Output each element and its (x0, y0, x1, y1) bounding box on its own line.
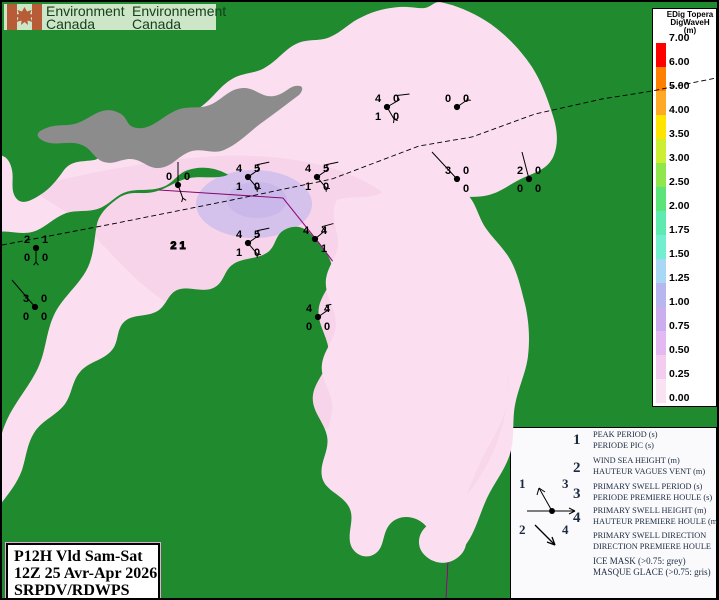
svg-text:0: 0 (535, 183, 541, 195)
svg-text:2 1: 2 1 (170, 240, 185, 252)
svg-text:1: 1 (236, 247, 242, 259)
svg-text:1: 1 (305, 181, 311, 193)
svg-text:0: 0 (184, 171, 190, 183)
svg-text:0: 0 (41, 311, 47, 323)
svg-text:0: 0 (463, 165, 469, 177)
svg-text:0: 0 (166, 171, 172, 183)
svg-text:0: 0 (517, 183, 523, 195)
svg-text:0: 0 (324, 321, 330, 333)
svg-text:0: 0 (41, 293, 47, 305)
svg-text:4: 4 (236, 229, 243, 241)
svg-text:0: 0 (463, 93, 469, 105)
svg-text:0: 0 (445, 93, 451, 105)
svg-text:0: 0 (42, 252, 48, 264)
svg-text:1: 1 (375, 111, 381, 123)
svg-text:1: 1 (236, 181, 242, 193)
svg-text:2: 2 (517, 165, 523, 177)
svg-text:4: 4 (236, 163, 243, 175)
svg-text:0: 0 (23, 311, 29, 323)
svg-text:1: 1 (321, 243, 327, 255)
svg-text:4: 4 (306, 303, 313, 315)
svg-text:2: 2 (24, 234, 30, 246)
svg-text:0: 0 (24, 252, 30, 264)
svg-text:4: 4 (303, 225, 310, 237)
svg-text:0: 0 (306, 321, 312, 333)
svg-text:1: 1 (42, 234, 48, 246)
svg-text:0: 0 (463, 183, 469, 195)
svg-text:0: 0 (535, 165, 541, 177)
svg-text:4: 4 (375, 93, 382, 105)
svg-text:4: 4 (305, 163, 312, 175)
